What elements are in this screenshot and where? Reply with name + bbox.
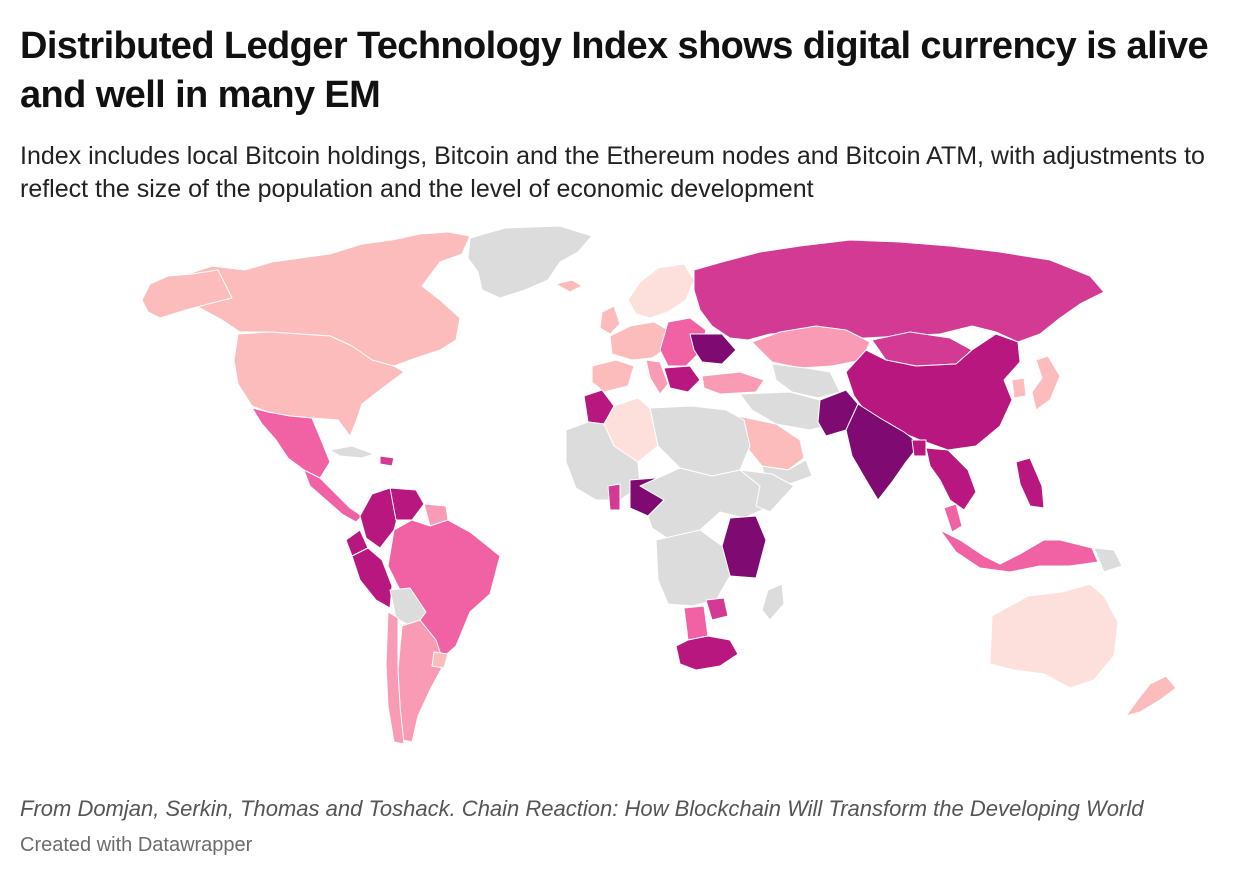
region-madagascar[interactable] [761, 583, 785, 621]
map-subtitle: Index includes local Bitcoin holdings, B… [20, 142, 1205, 203]
region-iceland[interactable] [555, 279, 583, 293]
region-western-europe[interactable] [609, 321, 671, 361]
region-southeast-asia[interactable] [925, 447, 977, 511]
region-chile[interactable] [385, 611, 405, 745]
region-ukraine[interactable] [689, 333, 737, 365]
region-dominican-republic[interactable] [379, 455, 395, 467]
region-central-america[interactable] [303, 469, 363, 523]
region-greenland[interactable] [467, 225, 593, 299]
region-namibia[interactable] [683, 605, 709, 641]
region-uruguay[interactable] [431, 651, 449, 669]
region-india[interactable] [845, 403, 921, 501]
region-venezuela[interactable] [389, 487, 425, 521]
region-malaysia[interactable] [943, 503, 963, 533]
region-italy[interactable] [645, 359, 669, 395]
created-with-credit[interactable]: Created with Datawrapper [20, 834, 253, 856]
region-scandinavia[interactable] [627, 263, 695, 319]
region-ghana[interactable] [607, 483, 621, 511]
region-kenya-tanzania[interactable] [721, 515, 767, 579]
region-central-africa[interactable] [639, 467, 767, 541]
region-united-states[interactable] [233, 331, 405, 437]
region-balkans[interactable] [663, 365, 701, 393]
region-turkey[interactable] [701, 371, 765, 395]
region-south-africa[interactable] [675, 635, 739, 671]
region-united-kingdom[interactable] [599, 305, 621, 335]
map-title: Distributed Ledger Technology Index show… [20, 25, 1209, 116]
region-new-zealand[interactable] [1125, 675, 1177, 717]
region-mexico[interactable] [251, 407, 331, 479]
region-horn-of-africa[interactable] [739, 469, 795, 513]
region-japan[interactable] [1031, 355, 1061, 411]
region-alaska[interactable] [141, 269, 233, 319]
region-peru[interactable] [351, 547, 393, 609]
region-central-europe[interactable] [659, 317, 707, 367]
region-iberia[interactable] [591, 359, 635, 393]
region-south-korea[interactable] [1011, 377, 1027, 399]
region-southern-central-africa[interactable] [655, 529, 731, 607]
region-papua-new-guinea[interactable] [1093, 547, 1123, 573]
region-bangladesh[interactable] [911, 439, 927, 457]
region-zimbabwe[interactable] [705, 597, 729, 621]
region-australia[interactable] [989, 583, 1119, 689]
region-north-africa[interactable] [649, 405, 751, 477]
source-note: From Domjan, Serkin, Thomas and Toshack.… [20, 796, 1144, 821]
region-indonesia[interactable] [939, 529, 1099, 573]
region-cuba[interactable] [329, 445, 375, 459]
region-russia[interactable] [693, 239, 1105, 343]
region-central-asia[interactable] [771, 363, 841, 399]
region-philippines[interactable] [1015, 457, 1045, 509]
